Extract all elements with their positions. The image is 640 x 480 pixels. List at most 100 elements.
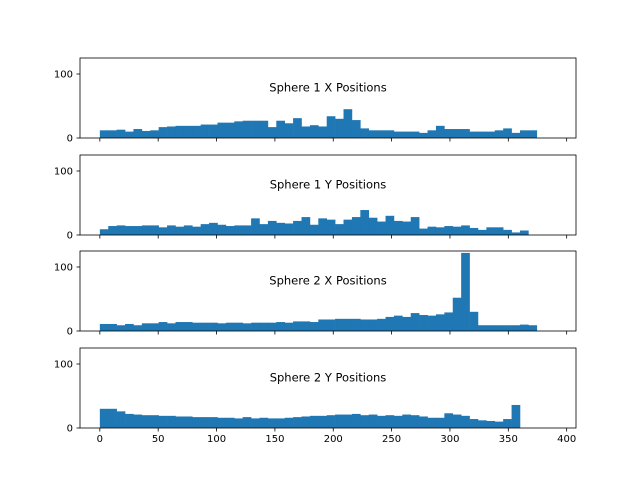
histogram-bar	[452, 129, 462, 138]
y-tick-label: 0	[67, 134, 73, 145]
histogram-bar	[217, 122, 227, 138]
histogram-bar	[141, 225, 151, 235]
histogram-bar	[167, 415, 176, 428]
histogram-bar	[419, 132, 428, 138]
histogram-bar	[251, 418, 260, 428]
histogram-bar	[234, 121, 243, 138]
histogram-bar	[301, 126, 311, 138]
histogram-bar	[150, 415, 159, 428]
histogram-bar	[293, 321, 302, 331]
histogram-bar	[267, 127, 277, 138]
histogram-bar	[486, 420, 496, 428]
histogram-bar	[385, 215, 395, 235]
histogram-bar	[251, 218, 260, 235]
histogram-bar	[494, 421, 504, 428]
subplot-1: 0 100 Sphere 1 X Positions	[54, 57, 577, 145]
histogram-bar	[108, 130, 117, 138]
histogram-bar	[494, 227, 504, 235]
histogram-bar	[477, 131, 487, 138]
histogram-bar	[343, 318, 353, 331]
histogram-bar	[360, 415, 370, 428]
histogram-bar	[192, 322, 201, 331]
histogram-bar	[469, 131, 479, 138]
histogram-bar	[116, 411, 126, 428]
histogram-bar	[200, 417, 210, 428]
histogram-bar	[150, 130, 159, 138]
histogram-bar	[444, 413, 454, 428]
histogram-bar	[452, 297, 462, 331]
histogram-bar	[469, 311, 479, 331]
histogram-bar	[150, 323, 159, 331]
histogram-bar	[494, 130, 504, 138]
histogram-bar	[503, 229, 512, 235]
histogram-bar	[469, 227, 479, 235]
histogram-bar	[528, 325, 538, 331]
histogram-bar	[158, 227, 168, 235]
histogram-bar	[461, 129, 470, 138]
histogram-bar	[528, 130, 538, 138]
histogram-bar	[301, 416, 311, 428]
histogram-bar	[158, 415, 168, 428]
histogram-bar	[360, 128, 370, 138]
histogram-bar	[452, 226, 462, 235]
histogram-bar	[125, 413, 134, 428]
x-tick-label: 50	[152, 434, 165, 445]
histogram-bar	[217, 224, 227, 235]
histogram-bar	[351, 217, 361, 235]
histogram-bar	[242, 417, 252, 428]
histogram-bar	[192, 125, 201, 138]
histogram-bar	[351, 413, 361, 428]
histogram-bar	[133, 414, 143, 428]
histogram-bar	[167, 323, 176, 331]
histogram-bar	[116, 129, 126, 138]
histogram-bar	[410, 415, 420, 428]
histogram-bar	[435, 227, 445, 235]
histogram-bar	[377, 415, 386, 428]
histogram-bar	[209, 222, 218, 235]
axes-frame	[79, 154, 577, 236]
histogram-bar	[343, 414, 353, 428]
histogram-bar	[242, 323, 252, 331]
histogram-bar	[225, 322, 235, 331]
histogram-bar	[209, 124, 218, 138]
histogram-bar	[284, 417, 294, 428]
histogram-bar	[167, 225, 176, 235]
histogram-bar	[259, 417, 269, 428]
histogram-bar	[133, 325, 143, 331]
histogram-bar	[393, 315, 403, 331]
histogram-bar	[301, 217, 311, 235]
histogram-bar	[402, 316, 412, 331]
histogram-bar	[368, 319, 378, 331]
histogram-bar	[477, 325, 487, 331]
histogram-bar	[326, 219, 336, 235]
histogram-bar	[116, 325, 126, 331]
histogram-bar	[343, 109, 353, 138]
histogram-bars	[99, 210, 529, 235]
histogram-bar	[133, 226, 143, 235]
axes-frame	[79, 347, 577, 429]
histogram-bar	[259, 224, 269, 235]
histogram-bar	[200, 224, 210, 235]
panel-title: Sphere 1 Y Positions	[270, 178, 387, 192]
histogram-bar	[225, 226, 235, 235]
histogram-bar	[511, 404, 521, 428]
histogram-bar	[360, 319, 370, 331]
histogram-bar	[192, 226, 201, 235]
histogram-bar	[326, 415, 336, 428]
histogram-bar	[125, 131, 134, 138]
histogram-bar	[410, 217, 420, 235]
histogram-bar	[175, 322, 185, 331]
histogram-bar	[393, 220, 403, 235]
histogram-bar	[377, 318, 386, 331]
histogram-bar	[477, 229, 487, 235]
histogram-bar	[133, 129, 143, 138]
histogram-bar	[259, 120, 269, 138]
x-tick-label: 400	[557, 434, 576, 445]
histogram-bar	[469, 419, 479, 428]
y-tick-label: 100	[54, 360, 73, 371]
histogram-bar	[360, 210, 370, 235]
histogram-bar	[427, 130, 437, 138]
histogram-bar	[108, 408, 117, 428]
histogram-bar	[234, 418, 243, 428]
